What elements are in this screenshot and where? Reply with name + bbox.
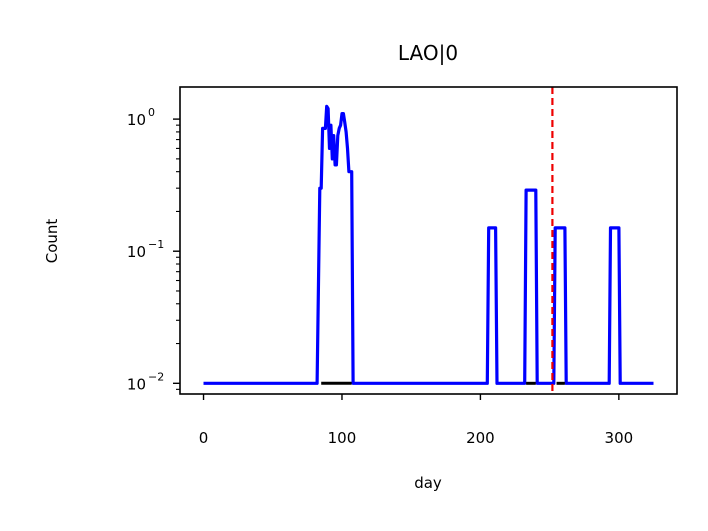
plot-frame <box>179 86 678 395</box>
x-tick-label: 300 <box>605 429 634 447</box>
y-tick-label: 10 <box>127 111 146 129</box>
y-tick-label: 10 <box>127 375 146 393</box>
series-line-0 <box>203 104 654 385</box>
plot-area <box>203 87 654 394</box>
x-tick-label: 100 <box>328 429 357 447</box>
y-tick-exponent: −2 <box>148 370 164 383</box>
x-axis-label: day <box>414 474 442 492</box>
y-tick-label: 10 <box>127 243 146 261</box>
x-tick-label: 200 <box>466 429 495 447</box>
y-tick-exponent: 0 <box>148 106 155 119</box>
chart-title: LAO|0 <box>398 41 458 65</box>
y-axis-label: Count <box>43 219 61 264</box>
x-axis: 0 100 200 300 <box>199 394 633 447</box>
y-tick-exponent: −1 <box>148 238 164 251</box>
x-tick-label: 0 <box>199 429 209 447</box>
